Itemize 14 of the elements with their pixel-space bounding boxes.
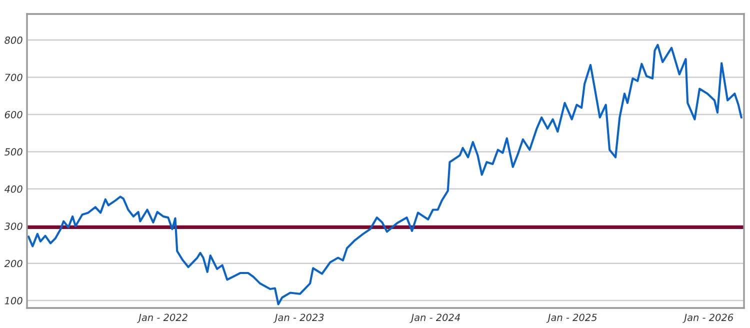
y-tick-label: 500 (4, 148, 22, 156)
y-tick-label: 400 (4, 185, 22, 193)
y-tick-label: 700 (5, 74, 22, 82)
y-tick-label: 600 (4, 110, 22, 118)
x-tick-label: Jan - 2023 (273, 314, 324, 323)
line-series (27, 44, 742, 306)
x-tick-label: Jan - 2024 (410, 314, 460, 323)
y-tick-label: 800 (4, 36, 22, 44)
y-tick-label: 200 (4, 260, 22, 268)
x-tick-label: Jan - 2022 (137, 314, 188, 323)
y-tick-label: 300 (4, 222, 22, 230)
y-tick-label: 100 (4, 297, 22, 304)
x-tick-label: Jan - 2025 (546, 314, 597, 323)
x-tick-label: Jan - 2026 (682, 314, 734, 323)
